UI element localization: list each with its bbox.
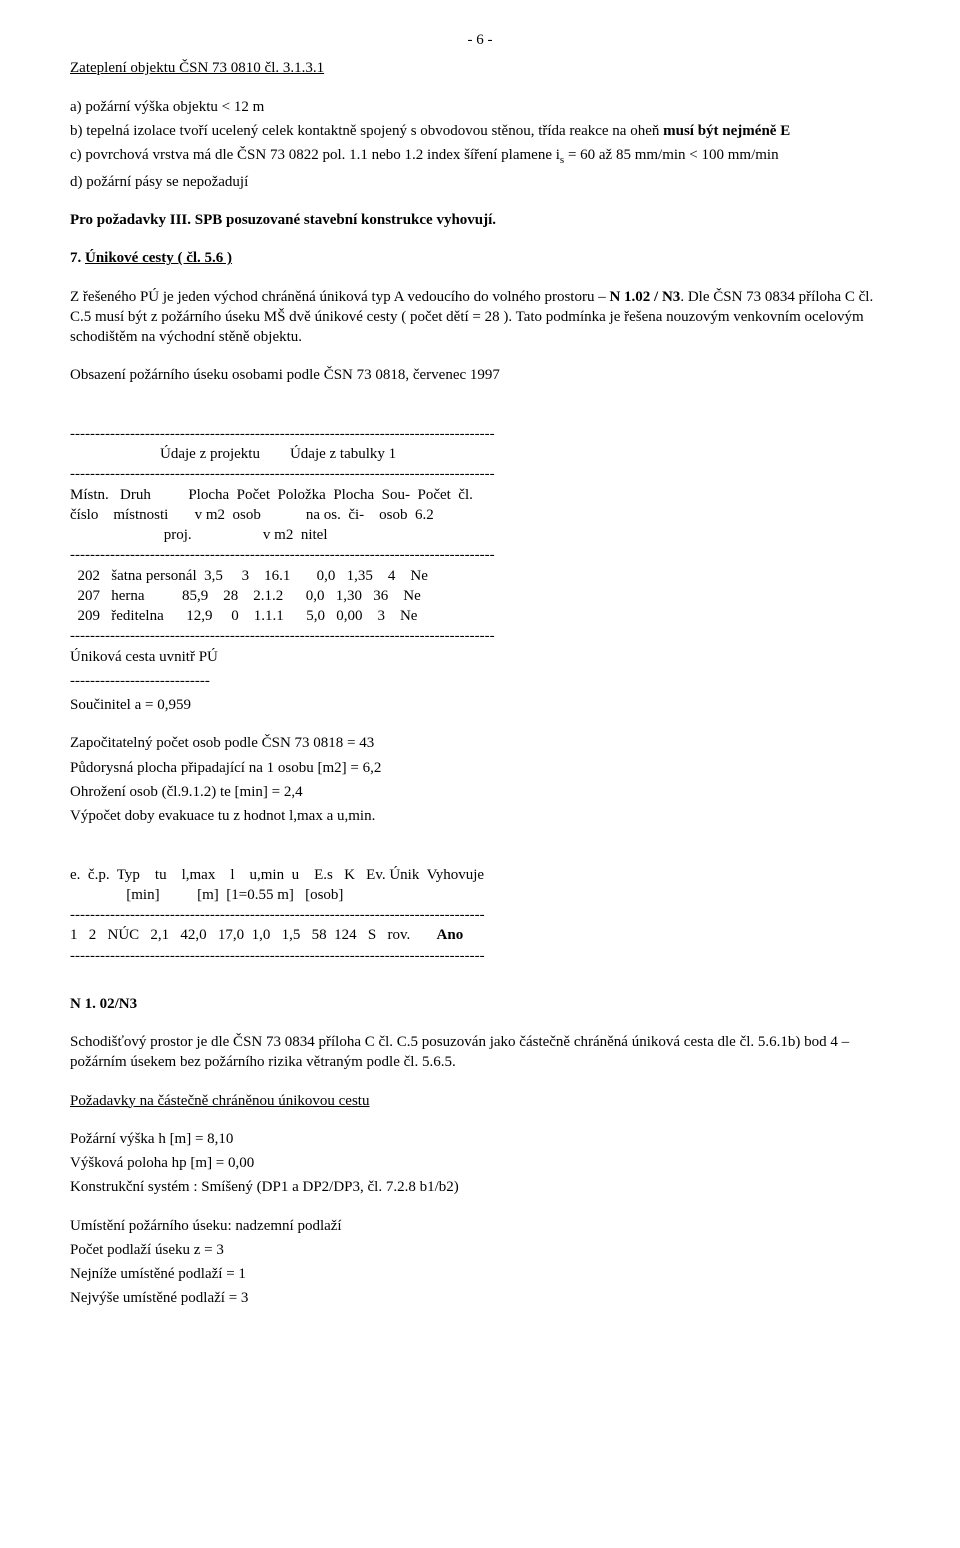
table-row-2: 207 herna 85,9 28 2.1.2 0,0 1,30 36 Ne	[70, 588, 421, 604]
rq-5: Počet podlaží úseku z = 3	[70, 1240, 890, 1260]
table-dash-4: ----------------------------------------…	[70, 628, 495, 644]
item-b: b) tepelná izolace tvoří ucelený celek k…	[70, 121, 890, 141]
calc-2: Půdorysná plocha připadající na 1 osobu …	[70, 758, 890, 778]
item-c-end: = 60 až 85 mm/min < 100 mm/min	[564, 147, 778, 163]
table-dash-1: ----------------------------------------…	[70, 426, 495, 442]
req-subtitle: Požadavky na částečně chráněnou únikovou…	[70, 1091, 890, 1111]
ev-dash-2: ----------------------------------------…	[70, 948, 485, 964]
item-d: d) požární pásy se nepožadují	[70, 172, 890, 192]
rq-1: Požární výška h [m] = 8,10	[70, 1129, 890, 1149]
table-col-hdr-3: proj. v m2 nitel	[70, 527, 328, 543]
ev-hdr-2: [min] [m] [1=0.55 m] [osob]	[70, 887, 343, 903]
ev-row: 1 2 NÚC 2,1 42,0 17,0 1,0 1,5 58 124 S r…	[70, 927, 463, 943]
occupancy-table: ----------------------------------------…	[70, 404, 890, 647]
item-c-text: c) povrchová vrstva má dle ČSN 73 0822 p…	[70, 147, 560, 163]
table-row-1: 202 šatna personál 3,5 3 16.1 0,0 1,35 4…	[70, 568, 428, 584]
table-header-line: Údaje z projektu Údaje z tabulky 1	[70, 446, 396, 462]
rq-6: Nejníže umístěné podlaží = 1	[70, 1264, 890, 1284]
rq-7: Nejvýše umístěné podlaží = 3	[70, 1288, 890, 1308]
ev-hdr-1: e. č.p. Typ tu l,max l u,min u E.s K Ev.…	[70, 867, 484, 883]
calc-3: Ohrožení osob (čl.9.1.2) te [min] = 2,4	[70, 782, 890, 802]
stairway-para: Schodišťový prostor je dle ČSN 73 0834 p…	[70, 1032, 890, 1073]
rq-2: Výšková poloha hp [m] = 0,00	[70, 1153, 890, 1173]
calc-1: Započitatelný počet osob podle ČSN 73 08…	[70, 733, 890, 753]
section-7-title: Únikové cesty ( čl. 5.6 )	[85, 250, 232, 266]
page-number: - 6 -	[70, 30, 890, 50]
section-7-para-1: Z řešeného PÚ je jeden východ chráněná ú…	[70, 289, 609, 305]
ev-row-b: Ano	[437, 927, 464, 943]
table-col-hdr-2: číslo místnosti v m2 osob na os. či- oso…	[70, 507, 434, 523]
coefficient: Součinitel a = 0,959	[70, 695, 890, 715]
table-col-hdr-1: Místn. Druh Plocha Počet Položka Plocha …	[70, 487, 473, 503]
evacuation-table: e. č.p. Typ tu l,max l u,min u E.s K Ev.…	[70, 844, 890, 966]
table-row-3: 209 ředitelna 12,9 0 1.1.1 5,0 0,00 3 Ne	[70, 608, 417, 624]
table-dash-3: ----------------------------------------…	[70, 547, 495, 563]
item-c: c) povrchová vrstva má dle ČSN 73 0822 p…	[70, 145, 890, 168]
rq-3: Konstrukční systém : Smíšený (DP1 a DP2/…	[70, 1177, 890, 1197]
escape-inside: Úniková cesta uvnitř PÚ	[70, 647, 890, 667]
rq-4: Umístění požárního úseku: nadzemní podla…	[70, 1216, 890, 1236]
occupancy-title: Obsazení požárního úseku osobami podle Č…	[70, 365, 890, 385]
ev-dash-1: ----------------------------------------…	[70, 907, 485, 923]
ev-row-a: 1 2 NÚC 2,1 42,0 17,0 1,0 1,5 58 124 S r…	[70, 927, 437, 943]
short-dash: ----------------------------	[70, 671, 890, 691]
section-7-heading: 7. Únikové cesty ( čl. 5.6 )	[70, 248, 890, 268]
item-a: a) požární výška objektu < 12 m	[70, 97, 890, 117]
section-title: Zateplení objektu ČSN 73 0810 čl. 3.1.3.…	[70, 58, 890, 78]
section-7-para: Z řešeného PÚ je jeden východ chráněná ú…	[70, 287, 890, 348]
n102-heading: N 1. 02/N3	[70, 994, 890, 1014]
item-b-text1: b) tepelná izolace tvoří ucelený celek k…	[70, 123, 663, 139]
section-7-num: 7.	[70, 250, 85, 266]
section-7-para-bold: N 1.02 / N3	[609, 289, 680, 305]
calc-4: Výpočet doby evakuace tu z hodnot l,max …	[70, 806, 890, 826]
table-dash-2: ----------------------------------------…	[70, 466, 495, 482]
requirement-statement: Pro požadavky III. SPB posuzované staveb…	[70, 210, 890, 230]
item-b-bold: musí být nejméně E	[663, 123, 790, 139]
